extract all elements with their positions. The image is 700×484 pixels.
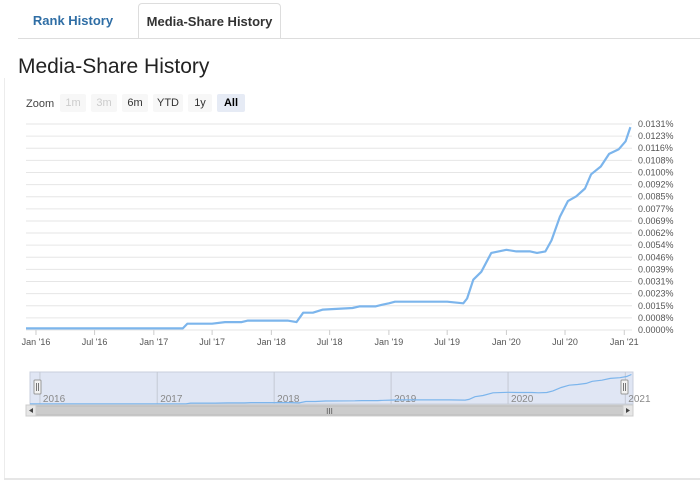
- x-tick-label: Jan '18: [257, 337, 286, 347]
- x-tick-label: Jul '17: [199, 337, 225, 347]
- y-tick-label: 0.0108%: [638, 155, 674, 165]
- navigator-year-label: 2020: [511, 394, 534, 405]
- y-tick-label: 0.0015%: [638, 301, 674, 311]
- navigator-year-label: 2018: [277, 394, 300, 405]
- navigator-right-handle[interactable]: [620, 379, 629, 395]
- zoom-1y-button[interactable]: 1y: [188, 94, 212, 112]
- y-tick-label: 0.0008%: [638, 313, 674, 323]
- scroll-right-icon: [626, 408, 630, 413]
- navigator-selected-range[interactable]: [29, 371, 634, 405]
- zoom-all-button[interactable]: All: [217, 94, 245, 112]
- x-tick-label: Jul '19: [434, 337, 460, 347]
- y-tick-label: 0.0023%: [638, 289, 674, 299]
- navigator-series-line: [30, 373, 632, 405]
- zoom-label: Zoom: [26, 98, 55, 110]
- y-tick-label: 0.0123%: [638, 131, 674, 141]
- y-tick-label: 0.0069%: [638, 216, 674, 226]
- x-tick-label: Jan '21: [610, 337, 639, 347]
- zoom-3m-button[interactable]: 3m: [91, 94, 117, 112]
- navigator-year-label: 2016: [43, 394, 66, 405]
- zoom-ytd-button[interactable]: YTD: [153, 94, 183, 112]
- y-tick-label: 0.0100%: [638, 167, 674, 177]
- tab-rank-history[interactable]: Rank History: [32, 13, 114, 28]
- y-tick-label: 0.0116%: [638, 143, 673, 153]
- navigator-year-label: 2017: [160, 394, 183, 405]
- navigator-left-handle[interactable]: [33, 379, 42, 395]
- zoom-6m-button[interactable]: 6m: [122, 94, 148, 112]
- scroll-left-icon: [29, 408, 33, 413]
- x-tick-label: Jul '20: [552, 337, 578, 347]
- scrollbar-grip: III: [326, 407, 333, 416]
- y-tick-label: 0.0039%: [638, 264, 674, 274]
- panel-bottom-border: [4, 478, 700, 480]
- y-tick-label: 0.0046%: [638, 252, 674, 262]
- zoom-1m-button[interactable]: 1m: [60, 94, 86, 112]
- series-line: [26, 126, 632, 330]
- tabs-divider: [18, 38, 700, 39]
- y-tick-label: 0.0031%: [638, 277, 674, 287]
- y-tick-label: 0.0085%: [638, 192, 674, 202]
- y-tick-label: 0.0092%: [638, 180, 674, 190]
- y-tick-label: 0.0062%: [638, 228, 674, 238]
- navigator-year-label: 2021: [628, 394, 651, 405]
- x-tick-label: Jul '16: [82, 337, 108, 347]
- x-tick-label: Jan '19: [375, 337, 404, 347]
- x-tick-label: Jan '16: [22, 337, 51, 347]
- y-tick-label: 0.0054%: [638, 240, 674, 250]
- panel-left-border: [4, 78, 5, 478]
- page-title: Media-Share History: [18, 55, 210, 78]
- y-tick-label: 0.0077%: [638, 204, 674, 214]
- x-tick-label: Jan '17: [139, 337, 168, 347]
- y-tick-label: 0.0131%: [638, 119, 674, 129]
- y-tick-label: 0.0000%: [638, 325, 674, 335]
- x-tick-label: Jul '18: [317, 337, 343, 347]
- x-tick-label: Jan '20: [492, 337, 521, 347]
